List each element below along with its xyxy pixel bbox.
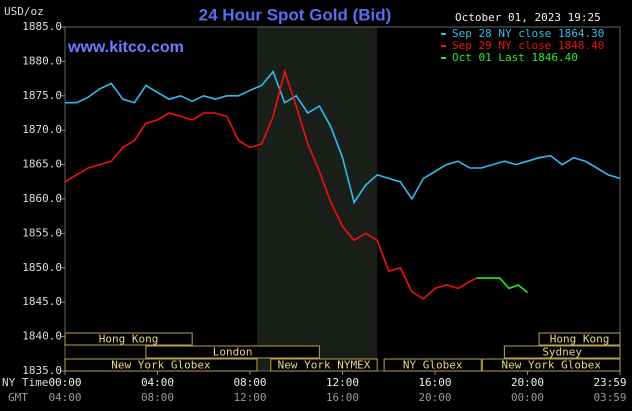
- x-tick-label: 23:59: [593, 376, 626, 389]
- session-box: [64, 332, 193, 346]
- y-tick-label: 1865.0: [22, 158, 62, 171]
- session-label: NY Globex: [403, 359, 463, 372]
- legend-swatch: [441, 33, 446, 35]
- y-tick-label: 1870.0: [22, 123, 62, 136]
- y-unit: USD/oz: [4, 5, 44, 18]
- session-label: Sydney: [542, 346, 582, 359]
- x2-tick-label: 16:00: [326, 391, 359, 404]
- session-box: [270, 358, 378, 372]
- y-tick-label: 1880.0: [22, 54, 62, 67]
- x2-tick-label: 00:00: [511, 391, 544, 404]
- y-tick-label: 1840.0: [22, 330, 62, 343]
- y-tick-label: 1835.0: [22, 364, 62, 377]
- x-row-label: NY Time: [2, 376, 48, 389]
- website: www.kitco.com: [67, 39, 184, 56]
- x-tick-label: 16:00: [418, 376, 451, 389]
- legend-entry: Sep 29 NY close 1848.40: [452, 39, 604, 52]
- x2-tick-label: 12:00: [233, 391, 266, 404]
- y-tick-label: 1875.0: [22, 89, 62, 102]
- session-label: New York NYMEX: [278, 359, 371, 372]
- x2-row-label: GMT: [8, 391, 28, 404]
- y-tick-label: 1850.0: [22, 261, 62, 274]
- session-box: [64, 358, 258, 372]
- x-tick-label: 20:00: [511, 376, 544, 389]
- legend-entry: Oct 01 Last 1846.40: [452, 51, 578, 64]
- price-line: [65, 70, 621, 205]
- legend-swatch: [441, 45, 446, 47]
- x-tick-label: 00:00: [48, 376, 81, 389]
- timestamp: October 01, 2023 19:25: [455, 11, 601, 24]
- session-box: [503, 345, 621, 359]
- legend-entry: Sep 28 NY close 1864.30: [452, 27, 604, 40]
- session-box: [481, 358, 621, 372]
- session-box: [538, 332, 621, 346]
- price-line: [64, 68, 477, 300]
- session-label: Hong Kong: [550, 333, 610, 346]
- x2-tick-label: 20:00: [418, 391, 451, 404]
- session-label: London: [213, 346, 253, 359]
- y-tick-label: 1885.0: [22, 20, 62, 33]
- x-tick-label: 12:00: [326, 376, 359, 389]
- y-tick-label: 1855.0: [22, 226, 62, 239]
- session-label: New York Globex: [111, 359, 211, 372]
- x2-tick-label: 08:00: [141, 391, 174, 404]
- y-tick-label: 1845.0: [22, 295, 62, 308]
- session-label: New York Globex: [502, 359, 602, 372]
- x-tick-label: 08:00: [233, 376, 266, 389]
- x2-tick-label: 04:00: [48, 391, 81, 404]
- x2-tick-label: 03:59: [593, 391, 626, 404]
- price-line: [476, 277, 529, 294]
- y-tick-label: 1860.0: [22, 192, 62, 205]
- session-box: [145, 345, 320, 359]
- session-box: [383, 358, 482, 372]
- x-tick-label: 04:00: [141, 376, 174, 389]
- legend-swatch: [441, 57, 446, 59]
- session-label: Hong Kong: [99, 333, 159, 346]
- chart-title: 24 Hour Spot Gold (Bid): [199, 5, 392, 24]
